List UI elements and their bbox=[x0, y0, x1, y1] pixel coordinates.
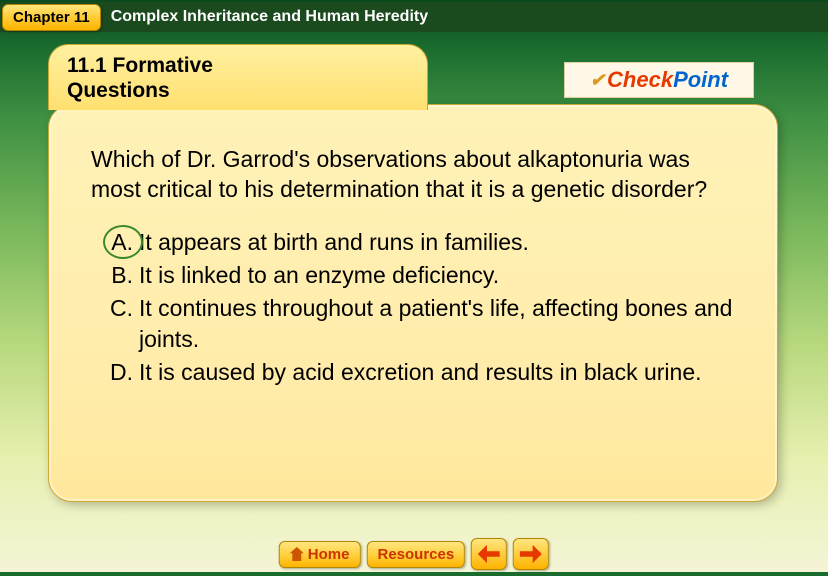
arrow-left-icon bbox=[478, 544, 500, 564]
answers-list: A.It appears at birth and runs in famili… bbox=[91, 227, 735, 388]
answer-letter: D. bbox=[109, 357, 139, 388]
footer-stripe bbox=[0, 572, 828, 576]
checkpoint-swirl-icon: ✔ bbox=[590, 70, 605, 91]
answer-letter: C. bbox=[109, 293, 139, 324]
header-bar: Chapter 11 Complex Inheritance and Human… bbox=[0, 2, 828, 32]
answer-row[interactable]: C.It continues throughout a patient's li… bbox=[109, 293, 735, 355]
answer-text: It appears at birth and runs in families… bbox=[139, 227, 735, 258]
answer-letter: A. bbox=[109, 227, 139, 258]
question-text: Which of Dr. Garrod's observations about… bbox=[91, 145, 735, 205]
footer-bar: Home Resources bbox=[279, 538, 549, 570]
chapter-tab[interactable]: Chapter 11 bbox=[2, 4, 101, 31]
home-icon bbox=[290, 547, 304, 561]
answer-text: It is caused by acid excretion and resul… bbox=[139, 357, 735, 388]
answer-letter: B. bbox=[109, 260, 139, 291]
section-title-line1: 11.1 Formative bbox=[67, 54, 213, 77]
answer-text: It continues throughout a patient's life… bbox=[139, 293, 735, 355]
arrow-right-icon bbox=[520, 544, 542, 564]
section-title-line2: Questions bbox=[67, 79, 170, 102]
home-label: Home bbox=[308, 546, 350, 563]
next-button[interactable] bbox=[513, 538, 549, 570]
section-tab: 11.1 Formative Questions bbox=[48, 44, 428, 110]
checkpoint-check-text: Check bbox=[607, 67, 673, 93]
answer-text: It is linked to an enzyme deficiency. bbox=[139, 260, 735, 291]
resources-label: Resources bbox=[377, 546, 454, 563]
home-button[interactable]: Home bbox=[279, 541, 361, 568]
checkpoint-point-text: Point bbox=[673, 67, 728, 93]
content-card: Which of Dr. Garrod's observations about… bbox=[48, 104, 778, 502]
prev-button[interactable] bbox=[471, 538, 507, 570]
answer-row[interactable]: D.It is caused by acid excretion and res… bbox=[109, 357, 735, 388]
answer-row[interactable]: B.It is linked to an enzyme deficiency. bbox=[109, 260, 735, 291]
resources-button[interactable]: Resources bbox=[366, 541, 465, 568]
answer-row[interactable]: A.It appears at birth and runs in famili… bbox=[109, 227, 735, 258]
checkpoint-badge: ✔ CheckPoint bbox=[564, 62, 754, 98]
page-title: Complex Inheritance and Human Heredity bbox=[111, 8, 428, 26]
